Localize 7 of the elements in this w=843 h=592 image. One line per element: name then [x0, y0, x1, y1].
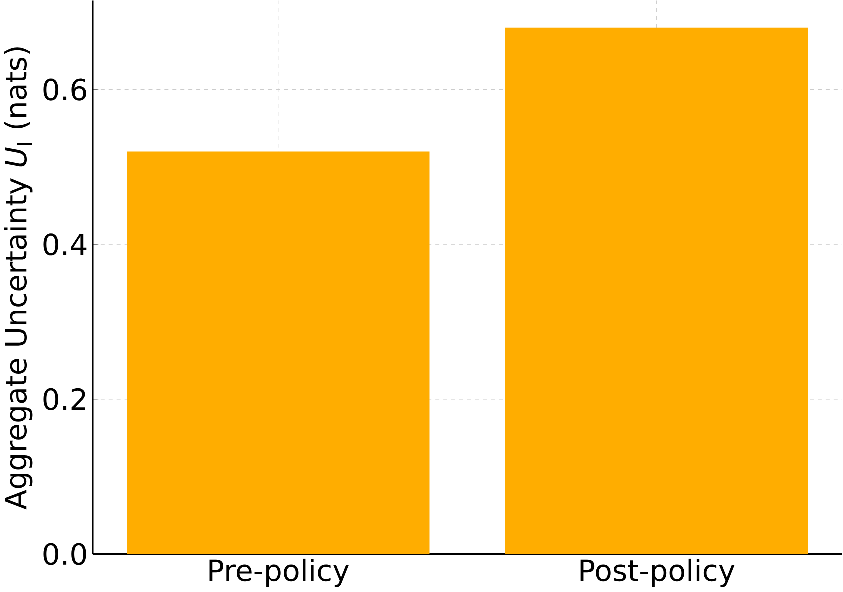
y-tick-label: 0.4 — [44, 234, 87, 256]
y-tick-label: 0.0 — [44, 543, 86, 566]
y-tick-label: 0.6 — [44, 78, 86, 102]
x-tick-label: Post-policy — [580, 559, 735, 588]
x-tick-label: Pre-policy — [210, 559, 350, 588]
y-axis-title: Aggregate Uncertainty U$_{I}$ (nats) — [4, 48, 33, 510]
y-tick-label: 0.2 — [44, 388, 86, 411]
